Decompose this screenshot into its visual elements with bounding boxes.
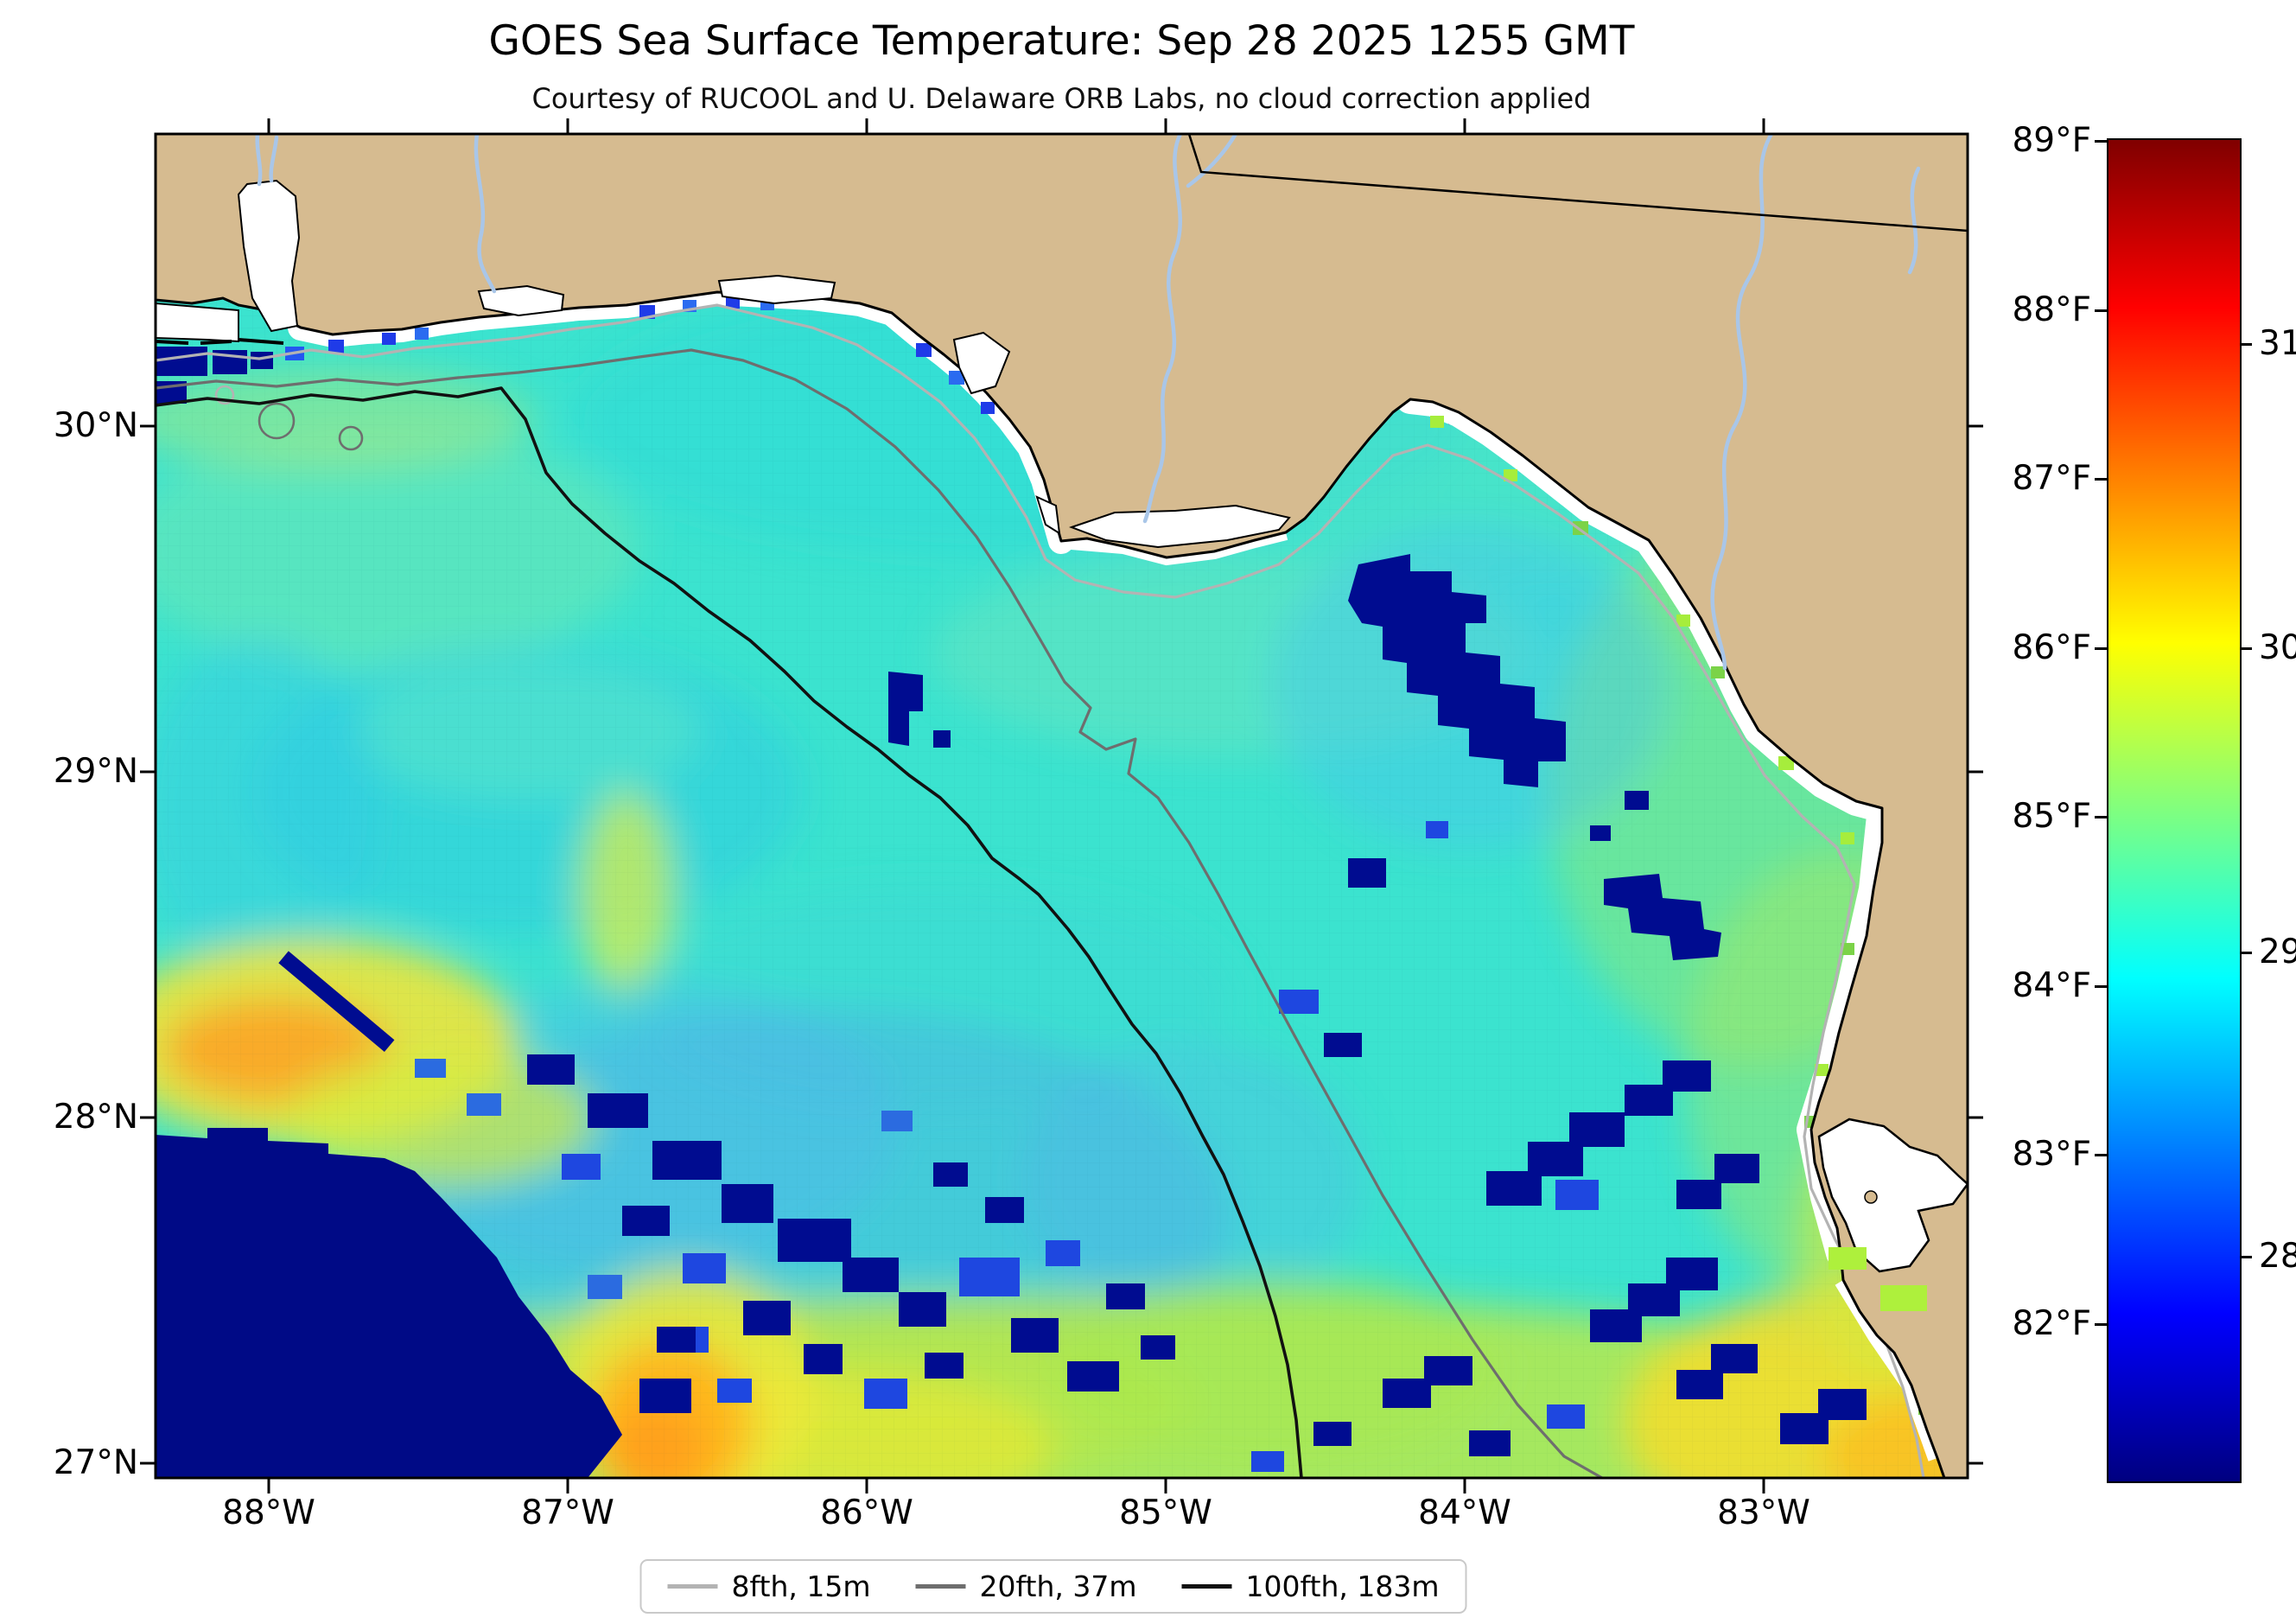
map-border [154,132,1969,1480]
colorbar-tick [2095,478,2107,481]
colorbar-f-label: 89°F [2012,121,2091,160]
x-tick-label: 84°W [1418,1493,1511,1532]
legend-label: 8fth, 15m [731,1570,871,1603]
contour-swatch-20fth [915,1584,966,1589]
choctawhatchee-bay [717,274,836,305]
colorbar-f-label: 88°F [2012,290,2091,329]
colorbar-f-label: 84°F [2012,966,2091,1005]
legend-item-20fth: 20fth, 37m [915,1570,1137,1603]
colorbar-tick [2095,816,2107,818]
mobile-bay [237,179,301,333]
colorbar-c-label: 30°C [2259,628,2296,667]
contour-swatch-100fth [1181,1584,1232,1589]
coastline [156,134,1968,1478]
apalachicola-bay [1069,504,1291,549]
colorbar-tick [2095,1154,2107,1156]
colorbar-tick [2095,1323,2107,1326]
colorbar-tick [2240,343,2252,346]
y-tick-label: 30°N [53,406,138,445]
state-boundary-line [1187,134,1968,232]
land [156,134,1968,1478]
figure-title: GOES Sea Surface Temperature: Sep 28 202… [488,17,1635,65]
contour-swatch-8fth [667,1584,718,1589]
x-tick-label: 85°W [1119,1493,1212,1532]
x-tick-label: 87°W [521,1493,614,1532]
colorbar-tick [2095,985,2107,988]
colorbar-f-label: 87°F [2012,459,2091,498]
contour-20fth [156,348,1604,1478]
y-tick-label: 27°N [53,1443,138,1482]
rivers [255,134,1921,671]
legend-item-100fth: 100fth, 183m [1181,1570,1440,1603]
sst-map [140,118,1983,1493]
st-andrew-bay [952,331,1011,395]
legend: 8fth, 15m 20fth, 37m 100fth, 183m [639,1559,1467,1614]
y-tick-label: 29°N [53,752,138,791]
colorbar-f-label: 85°F [2012,797,2091,836]
colorbar-c-label: 28°C [2259,1237,2296,1276]
mississippi-sound [156,302,239,343]
x-tick-label: 83°W [1717,1493,1810,1532]
legend-label: 20fth, 37m [979,1570,1137,1603]
colorbar [2107,138,2242,1483]
y-tick-label: 28°N [53,1098,138,1137]
tampa-bay-island [1864,1190,1878,1204]
pensacola-bay [477,284,565,317]
figure-subtitle: Courtesy of RUCOOL and U. Delaware ORB L… [531,82,1592,115]
x-tick-label: 88°W [222,1493,315,1532]
legend-item-8fth: 8fth, 15m [667,1570,871,1603]
colorbar-f-label: 86°F [2012,628,2091,667]
cloud-mask [156,360,1867,1478]
legend-label: 100fth, 183m [1245,1570,1440,1603]
colorbar-f-label: 83°F [2012,1135,2091,1174]
contour-8fth [156,303,1925,1478]
contour-100fth [156,386,1303,1478]
colorbar-f-label: 82°F [2012,1304,2091,1343]
colorbar-c-label: 29°C [2259,933,2296,971]
tampa-bay [1817,1118,1968,1273]
barrier-islands [156,338,284,345]
colorbar-tick [2240,647,2252,650]
st-joseph-bay [1035,495,1061,535]
shallow-lime-patch [1880,1285,1927,1311]
x-tick-label: 86°W [820,1493,913,1532]
colorbar-tick [2240,952,2252,954]
colorbar-tick [2240,1256,2252,1258]
shallow-lime-patch [1829,1247,1867,1270]
colorbar-tick [2095,309,2107,312]
colorbar-c-label: 31°C [2259,324,2296,363]
colorbar-tick [2095,647,2107,650]
isobath-contours [156,303,1925,1478]
axis-ticks [140,118,1983,1493]
colorbar-tick [2095,140,2107,143]
